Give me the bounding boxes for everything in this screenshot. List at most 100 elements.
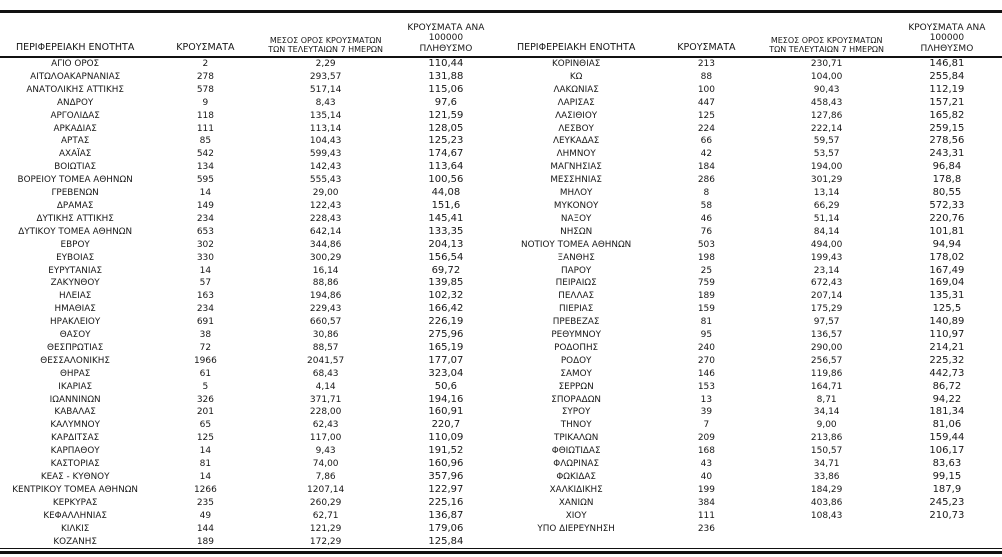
avg7-cell: 88,86 [312, 278, 339, 289]
cases-cell: 595 [196, 175, 214, 186]
table-row: ΚΑΒΑΛΑΣ 201 228,00 160,91 [0, 406, 501, 419]
per100k-cell: 80,55 [932, 187, 962, 199]
table-row: ΣΑΜΟΥ 146 119,86 442,73 [501, 368, 1002, 381]
region-name-cell: ΝΗΣΩΝ [560, 226, 593, 237]
column-header-region: ΠΕΡΙΦΕΡΕΙΑΚΗ ΕΝΟΤΗΤΑ [501, 13, 652, 58]
region-name-cell: ΒΟΡΕΙΟΥ ΤΟΜΕΑ ΑΘΗΝΩΝ [17, 175, 133, 186]
region-name-cell: ΑΡΤΑΣ [61, 136, 90, 147]
cases-cell: 1966 [193, 355, 217, 366]
per100k-cell: 210,73 [929, 509, 965, 521]
table-row: ΚΑΡΠΑΘΟΥ 14 9,43 191,52 [0, 445, 501, 458]
cases-cell: 5 [202, 381, 209, 392]
table-row: ΜΥΚΟΝΟΥ 58 66,29 572,33 [501, 200, 1002, 213]
avg7-cell: 23,14 [813, 265, 840, 276]
cases-cell: 66 [700, 136, 713, 147]
table-row: ΤΡΙΚΑΛΩΝ 209 213,86 159,44 [501, 432, 1002, 445]
table-row: ΦΛΩΡΙΝΑΣ 43 34,71 83,63 [501, 458, 1002, 471]
per100k-cell: 275,96 [428, 329, 464, 341]
regions-table-left-grid: ΠΕΡΙΦΕΡΕΙΑΚΗ ΕΝΟΤΗΤΑ ΚΡΟΥΣΜΑΤΑ ΜΕΣΟΣ ΟΡΟ… [0, 13, 501, 548]
per100k-cell: 165,19 [428, 341, 464, 353]
region-name-cell: ΛΑΚΩΝΙΑΣ [553, 84, 599, 95]
per100k-cell: 278,56 [929, 135, 965, 147]
avg7-cell: 228,00 [309, 407, 342, 418]
avg7-cell: 62,71 [312, 510, 339, 521]
region-name-cell: ΖΑΚΥΝΘΟΥ [50, 278, 100, 289]
table-body-right: ΚΟΡΙΝΘΙΑΣ 213 230,71 146,81 ΚΩ 88 104,00 255,84… [501, 57, 1002, 536]
region-name-cell: ΙΩΑΝΝΙΝΩΝ [49, 394, 101, 405]
cases-cell: 163 [196, 291, 214, 302]
per100k-cell: 191,52 [428, 445, 464, 457]
region-name-cell: ΞΑΝΘΗΣ [557, 252, 595, 263]
avg7-cell: 97,57 [813, 317, 840, 328]
region-name-cell: ΔΥΤΙΚΟΥ ΤΟΜΕΑ ΑΘΗΝΩΝ [18, 226, 133, 237]
region-name-cell: ΜΑΓΝΗΣΙΑΣ [550, 162, 602, 173]
per100k-cell: 178,02 [929, 251, 965, 263]
cases-cell: 61 [199, 368, 212, 379]
column-header-cases: ΚΡΟΥΣΜΑΤΑ [150, 13, 261, 58]
per100k-cell: 69,72 [431, 264, 461, 276]
table-row: ΕΥΡΥΤΑΝΙΑΣ 14 16,14 69,72 [0, 265, 501, 278]
avg7-cell: 150,57 [810, 446, 843, 457]
avg7-cell: 90,43 [813, 84, 840, 95]
avg7-cell [762, 523, 892, 536]
table-row: ΚΕΑΣ - ΚΥΘΝΟΥ 14 7,86 357,96 [0, 471, 501, 484]
cases-cell: 39 [700, 407, 713, 418]
column-header-per100k: ΚΡΟΥΣΜΑΤΑ ΑΝΑ 100000 ΠΛΗΘΥΣΜΟ [891, 13, 1002, 58]
table-row: ΑΡΚΑΔΙΑΣ 111 113,14 128,05 [0, 123, 501, 136]
per100k-cell: 86,72 [932, 380, 962, 392]
avg7-cell: 222,14 [810, 123, 843, 134]
per100k-cell: 125,23 [428, 135, 464, 147]
cases-cell: 118 [196, 110, 214, 121]
per100k-cell: 572,33 [929, 199, 965, 211]
region-name-cell: ΘΕΣΣΑΛΟΝΙΚΗΣ [40, 355, 110, 366]
per100k-cell: 226,19 [428, 316, 464, 328]
avg7-cell: 344,86 [309, 239, 342, 250]
table-row: ΑΡΓΟΛΙΔΑΣ 118 135,14 121,59 [0, 110, 501, 123]
top-rule [0, 10, 1002, 13]
per100k-cell: 115,06 [428, 83, 464, 95]
table-row: ΘΑΣΟΥ 38 30,86 275,96 [0, 329, 501, 342]
cases-cell: 326 [196, 394, 214, 405]
per100k-cell: 225,16 [428, 496, 464, 508]
cases-cell: 198 [697, 252, 715, 263]
table-row: ΕΥΒΟΙΑΣ 330 300,29 156,54 [0, 252, 501, 265]
table-row: ΒΟΡΕΙΟΥ ΤΟΜΕΑ ΑΘΗΝΩΝ 595 555,43 100,56 [0, 174, 501, 187]
per100k-cell: 139,85 [428, 277, 464, 289]
region-name-cell: ΙΚΑΡΙΑΣ [58, 381, 93, 392]
cases-cell: 65 [199, 420, 212, 431]
cases-cell: 125 [196, 433, 214, 444]
table-row: ΑΙΤΩΛΟΑΚΑΡΝΑΝΙΑΣ 278 293,57 131,88 [0, 71, 501, 84]
per100k-cell: 135,31 [929, 290, 965, 302]
region-name-cell: ΜΥΚΟΝΟΥ [553, 200, 599, 211]
table-row: ΡΟΔΟΠΗΣ 240 290,00 214,21 [501, 342, 1002, 355]
header-row: ΠΕΡΙΦΕΡΕΙΑΚΗ ΕΝΟΤΗΤΑ ΚΡΟΥΣΜΑΤΑ ΜΕΣΟΣ ΟΡΟ… [0, 13, 501, 58]
avg7-cell: 290,00 [810, 342, 843, 353]
per100k-cell [892, 523, 1002, 536]
region-name-cell: ΚΕΡΚΥΡΑΣ [52, 497, 98, 508]
per100k-cell: 220,7 [431, 419, 461, 431]
avg7-cell: 599,43 [309, 149, 342, 160]
cases-cell: 236 [697, 523, 715, 534]
per100k-cell: 125,5 [932, 303, 962, 315]
table-row: ΠΡΕΒΕΖΑΣ 81 97,57 140,89 [501, 316, 1002, 329]
table-row: ΚΑΡΔΙΤΣΑΣ 125 117,00 110,09 [0, 432, 501, 445]
per100k-cell: 165,82 [929, 109, 965, 121]
per100k-cell: 112,19 [929, 83, 965, 95]
cases-cell: 81 [199, 459, 212, 470]
table-row: ΙΩΑΝΝΙΝΩΝ 326 371,71 194,16 [0, 394, 501, 407]
table-row: ΝΑΞΟΥ 46 51,14 220,76 [501, 213, 1002, 226]
table-row: ΑΝΔΡΟΥ 9 8,43 97,6 [0, 97, 501, 110]
per100k-cell: 81,06 [932, 419, 962, 431]
header-row: ΠΕΡΙΦΕΡΕΙΑΚΗ ΕΝΟΤΗΤΑ ΚΡΟΥΣΜΑΤΑ ΜΕΣΟΣ ΟΡΟ… [501, 13, 1002, 58]
region-name-cell: ΦΛΩΡΙΝΑΣ [553, 459, 600, 470]
cases-cell: 14 [199, 472, 212, 482]
region-name-cell: ΚΟΖΑΝΗΣ [53, 536, 97, 547]
avg7-cell: 2041,57 [307, 355, 345, 366]
cases-cell: 57 [199, 278, 212, 289]
region-name-cell: ΣΕΡΡΩΝ [558, 381, 594, 392]
table-row: ΡΟΔΟΥ 270 256,57 225,32 [501, 355, 1002, 368]
table-header: ΠΕΡΙΦΕΡΕΙΑΚΗ ΕΝΟΤΗΤΑ ΚΡΟΥΣΜΑΤΑ ΜΕΣΟΣ ΟΡΟ… [501, 13, 1002, 58]
cases-cell: 88 [700, 71, 713, 82]
cases-cell: 240 [697, 342, 715, 353]
avg7-cell: 62,43 [312, 420, 339, 431]
